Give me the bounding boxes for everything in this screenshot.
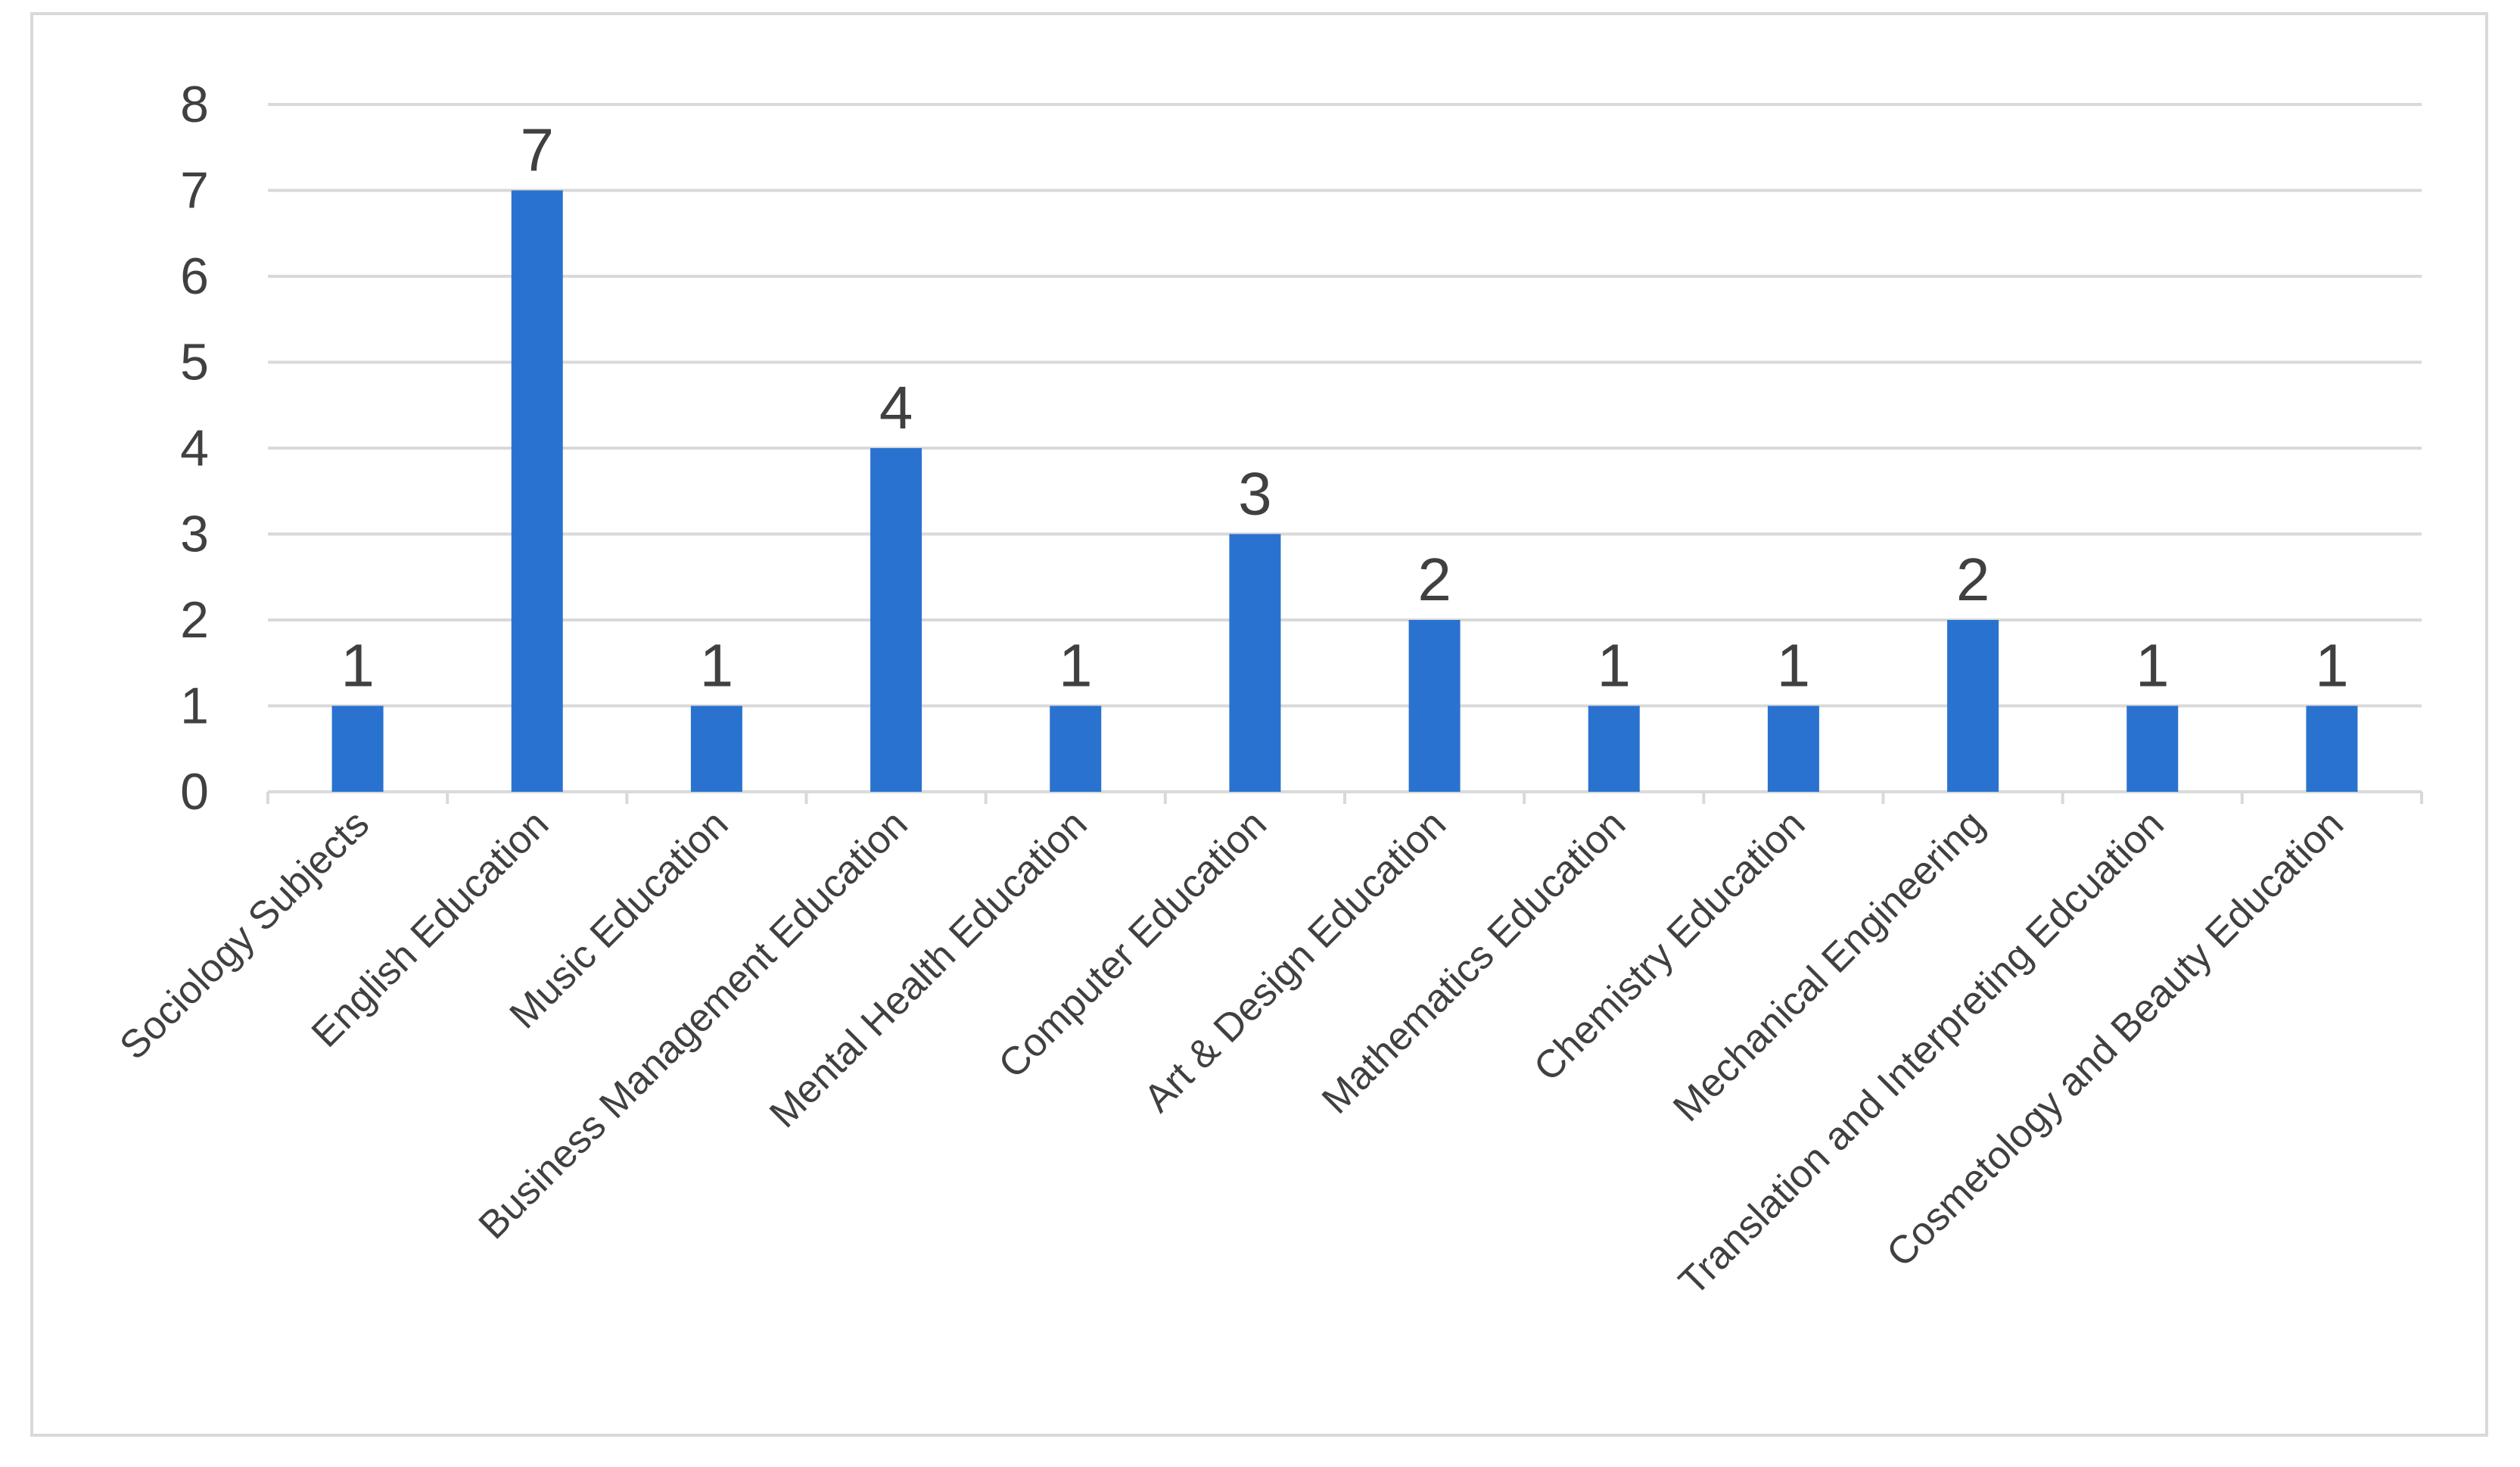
gridlines [268,103,2422,708]
data-label: 1 [2136,632,2170,699]
y-tick-label: 2 [180,591,209,649]
bar [511,190,563,792]
y-tick-label: 4 [180,419,209,477]
bars [331,190,2358,792]
bar [1408,620,1461,792]
bar [1588,705,1640,792]
x-axis [266,790,2423,804]
data-label: 3 [1238,460,1272,528]
y-tick-label: 3 [180,506,209,563]
bar [1229,534,1281,792]
data-label: 2 [1417,546,1451,613]
data-labels: 1 7 1 4 1 3 2 1 1 2 1 1 [341,117,2348,699]
x-tick-label: Art & Design Education [1136,802,1454,1120]
data-label: 1 [2315,632,2349,699]
y-tick-label: 6 [180,248,209,305]
y-tick-label: 5 [180,334,209,391]
data-label: 1 [1777,632,1811,699]
bar [1947,620,1999,792]
bar [870,448,922,792]
bar [1050,705,1102,792]
data-label: 1 [1059,632,1093,699]
data-label: 7 [521,117,555,184]
y-tick-label: 0 [180,763,209,821]
y-axis-tick-labels: 0 1 2 3 4 5 6 7 8 [180,76,209,821]
x-tick-label: Mathematics Education [1314,802,1634,1122]
x-tick-label: Mechanical Engineering [1665,802,1993,1129]
bar [1767,705,1819,792]
data-label: 4 [879,374,913,441]
bar [690,705,742,792]
bar [2126,705,2179,792]
data-label: 1 [700,632,734,699]
y-tick-label: 8 [180,76,209,133]
y-tick-label: 7 [180,162,209,220]
y-tick-label: 1 [180,677,209,735]
data-label: 1 [1598,632,1632,699]
data-label: 1 [341,632,375,699]
bar [2306,705,2358,792]
bar [331,705,384,792]
data-label: 2 [1956,546,1990,613]
x-tick-label: Mental Health Education [761,802,1096,1136]
